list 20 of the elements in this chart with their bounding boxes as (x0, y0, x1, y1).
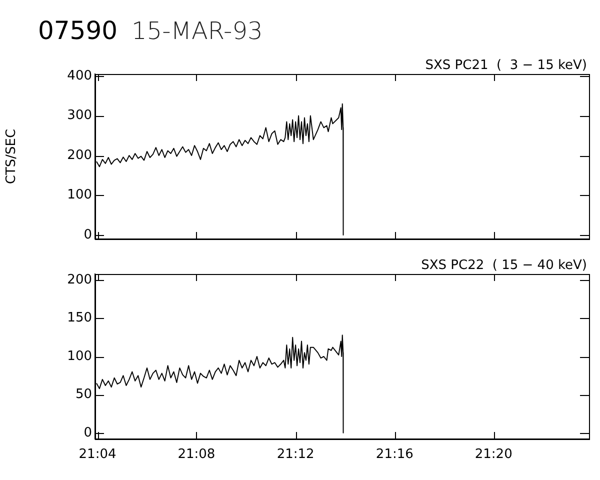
x-tick-label: 21:20 (474, 447, 512, 462)
y-tick-label: 200 (67, 272, 92, 288)
text: SXS PC22 ( 15 − 40 keV) (421, 258, 587, 273)
y-tick-label: 100 (67, 348, 92, 364)
x-tick-label: 21:08 (178, 447, 216, 462)
y-tick-label: 0 (84, 425, 92, 440)
text: SXS PC21 ( 3 − 15 keV) (425, 58, 587, 73)
y-tick-label: 200 (67, 148, 92, 163)
y-axis-title: CTS/SEC (4, 128, 20, 184)
y-tick-label: 150 (67, 310, 92, 326)
x-tick-label: 21:16 (376, 447, 414, 462)
y-tick-label: 300 (67, 108, 92, 124)
chart-title: 07590 (38, 16, 118, 45)
x-tick-label: 21:04 (78, 447, 116, 462)
y-tick-label: 0 (84, 227, 92, 242)
y-tick-label: 50 (75, 387, 92, 402)
y-tick-label: 400 (67, 68, 92, 84)
chart-subtitle: 15-MAR-93 (132, 17, 263, 45)
y-tick-label: 100 (67, 188, 92, 203)
x-tick-label: 21:12 (276, 447, 314, 462)
